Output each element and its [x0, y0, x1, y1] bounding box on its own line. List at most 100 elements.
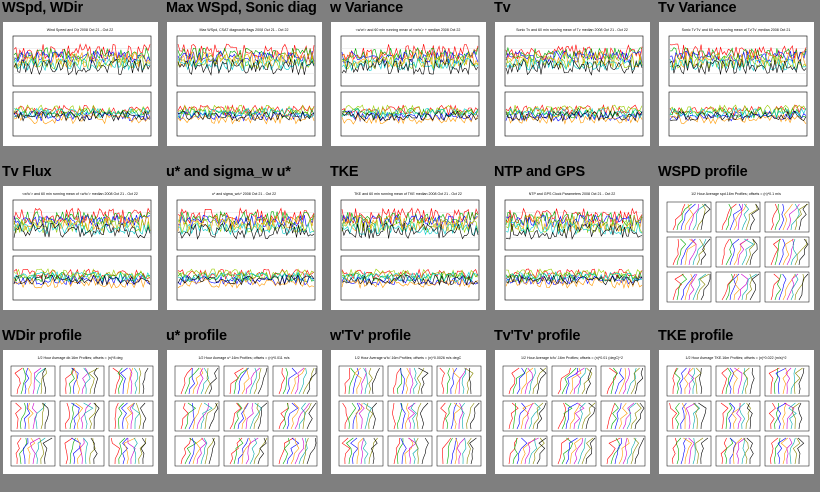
profile-line — [680, 203, 696, 231]
profile-line — [42, 437, 53, 465]
profile-line — [798, 402, 803, 430]
profile-line — [302, 402, 312, 430]
plot-thumbnail-link[interactable]: 1/2 Hour Average spd.16m Profiles; offse… — [659, 186, 814, 310]
plot-thumbnail-link[interactable]: Sonic Tv'Tv' and 60 min running mean of … — [659, 22, 814, 146]
profile-line — [23, 402, 31, 430]
profile-line — [14, 367, 23, 395]
profile-line — [725, 203, 732, 231]
profile-line — [392, 402, 396, 430]
profile-line — [741, 273, 757, 301]
upper-series-line — [341, 57, 479, 76]
plot-thumbnail-link[interactable]: 1/2 Hour Average tc'tc'.16m Profiles; of… — [495, 350, 650, 474]
panel-title: Tv Variance — [658, 0, 737, 16]
profile-line — [419, 402, 429, 430]
profile-line — [797, 437, 805, 465]
plot-thumbnail-image: Wind Speed and Dir 2008 Oct 21 - Oct 22 — [12, 28, 152, 137]
profile-line — [350, 437, 359, 465]
panel-title: Tv — [494, 0, 511, 16]
plot-thumbnail-link[interactable]: 1/2 Hour Average u*.16m Profiles; offset… — [167, 350, 322, 474]
lower-series-line — [177, 107, 315, 119]
profile-line — [768, 367, 780, 395]
lower-series-line — [13, 271, 151, 283]
profile-line — [798, 367, 805, 395]
plot-thumbnail-link[interactable]: NTP and GPS Clock Parameters 2008 Oct 21… — [495, 186, 650, 310]
profile-line — [237, 402, 249, 430]
profile-line — [790, 273, 799, 301]
plot-thumbnail-link[interactable]: TKE and 60 min running mean of TKE media… — [331, 186, 486, 310]
profile-line — [75, 402, 84, 430]
profile-line — [798, 203, 808, 231]
plot-thumbnail-image: 1/2 Hour Average w'tc'.16m Profiles; off… — [338, 356, 482, 467]
profile-line — [770, 238, 781, 266]
profile-line — [90, 437, 98, 465]
profile-subplot-frame — [715, 365, 761, 397]
plot-thumbnail-link[interactable]: 1/2 Hour Average dir.16m Profiles; offse… — [3, 350, 158, 474]
profile-line — [192, 367, 204, 395]
upper-series-line — [177, 58, 315, 71]
profile-line — [692, 203, 707, 231]
profile-line — [469, 437, 477, 465]
plot-thumbnail-link[interactable]: 1/2 Hour Average TKE.16m Profiles; offse… — [659, 350, 814, 474]
upper-series-line — [669, 43, 807, 61]
profile-line — [71, 367, 79, 395]
profile-line — [585, 402, 596, 430]
profile-line — [20, 367, 27, 395]
profile-line — [606, 437, 621, 465]
profile-line — [569, 402, 581, 430]
profile-line — [358, 402, 365, 430]
lower-series-line — [341, 107, 479, 119]
profile-line — [733, 238, 748, 266]
profile-line — [372, 367, 380, 395]
plot-thumbnail-link[interactable]: <w'w'> and 60 min running mean of <w'w'>… — [331, 22, 486, 146]
profile-line — [782, 203, 793, 231]
profile-line — [64, 402, 70, 430]
profile-line — [741, 238, 755, 266]
profile-line — [208, 402, 219, 430]
profile-line — [577, 367, 586, 395]
upper-series-line — [177, 215, 315, 232]
profile-line — [694, 367, 702, 395]
upper-series-line — [505, 53, 643, 70]
profile-line — [253, 402, 261, 430]
plot-thumbnail-link[interactable]: u* and sigma_w/u* 2008 Oct 21 - Oct 22 — [167, 186, 322, 310]
plot-caption: TKE and 60 min running mean of TKE media… — [354, 192, 462, 196]
profile-line — [733, 203, 747, 231]
profile-line — [732, 437, 743, 465]
profile-line — [464, 367, 474, 395]
profile-line — [775, 367, 787, 395]
plot-thumbnail-link[interactable]: <w'tc'> and 60 min running mean of <w'tc… — [3, 186, 158, 310]
profile-line — [524, 437, 539, 465]
profile-line — [81, 367, 89, 395]
plot-thumbnail-link[interactable]: 1/2 Hour Average w'tc'.16m Profiles; off… — [331, 350, 486, 474]
plot-thumbnail-image: 1/2 Hour Average dir.16m Profiles; offse… — [10, 356, 154, 467]
profile-line — [573, 402, 585, 430]
profile-line — [610, 367, 618, 395]
plot-thumbnail-image: 1/2 Hour Average spd.16m Profiles; offse… — [666, 192, 810, 303]
lower-series-line — [669, 104, 807, 116]
profile-subplot-frame — [666, 201, 712, 233]
profile-line — [610, 402, 619, 430]
profile-line — [257, 402, 268, 430]
lower-series-line — [341, 271, 479, 283]
plot-thumbnail-link[interactable]: Wind Speed and Dir 2008 Oct 21 - Oct 22 — [3, 22, 158, 146]
profile-line — [585, 437, 596, 465]
plot-thumbnail-link[interactable]: Sonic Tv and 60 min running mean of Tv m… — [495, 22, 650, 146]
profile-line — [416, 402, 422, 430]
profile-line — [204, 402, 218, 430]
profile-line — [745, 203, 758, 231]
profile-line — [69, 402, 75, 430]
plot-thumbnail-link[interactable]: Max WSpd, CSAT diagnostic flags 2008 Oct… — [167, 22, 322, 146]
profile-line — [692, 238, 707, 266]
profile-line — [695, 437, 704, 465]
profile-line — [40, 367, 47, 395]
profile-subplot-frame — [387, 400, 433, 432]
profile-line — [729, 273, 740, 301]
profile-line — [736, 437, 746, 465]
plot-thumbnail-image: Sonic Tv'Tv' and 60 min running mean of … — [668, 28, 808, 137]
profile-line — [798, 273, 809, 301]
profile-line — [679, 367, 687, 395]
profile-line — [290, 437, 300, 465]
profile-line — [728, 367, 735, 395]
profile-line — [31, 402, 38, 430]
profile-line — [233, 402, 243, 430]
